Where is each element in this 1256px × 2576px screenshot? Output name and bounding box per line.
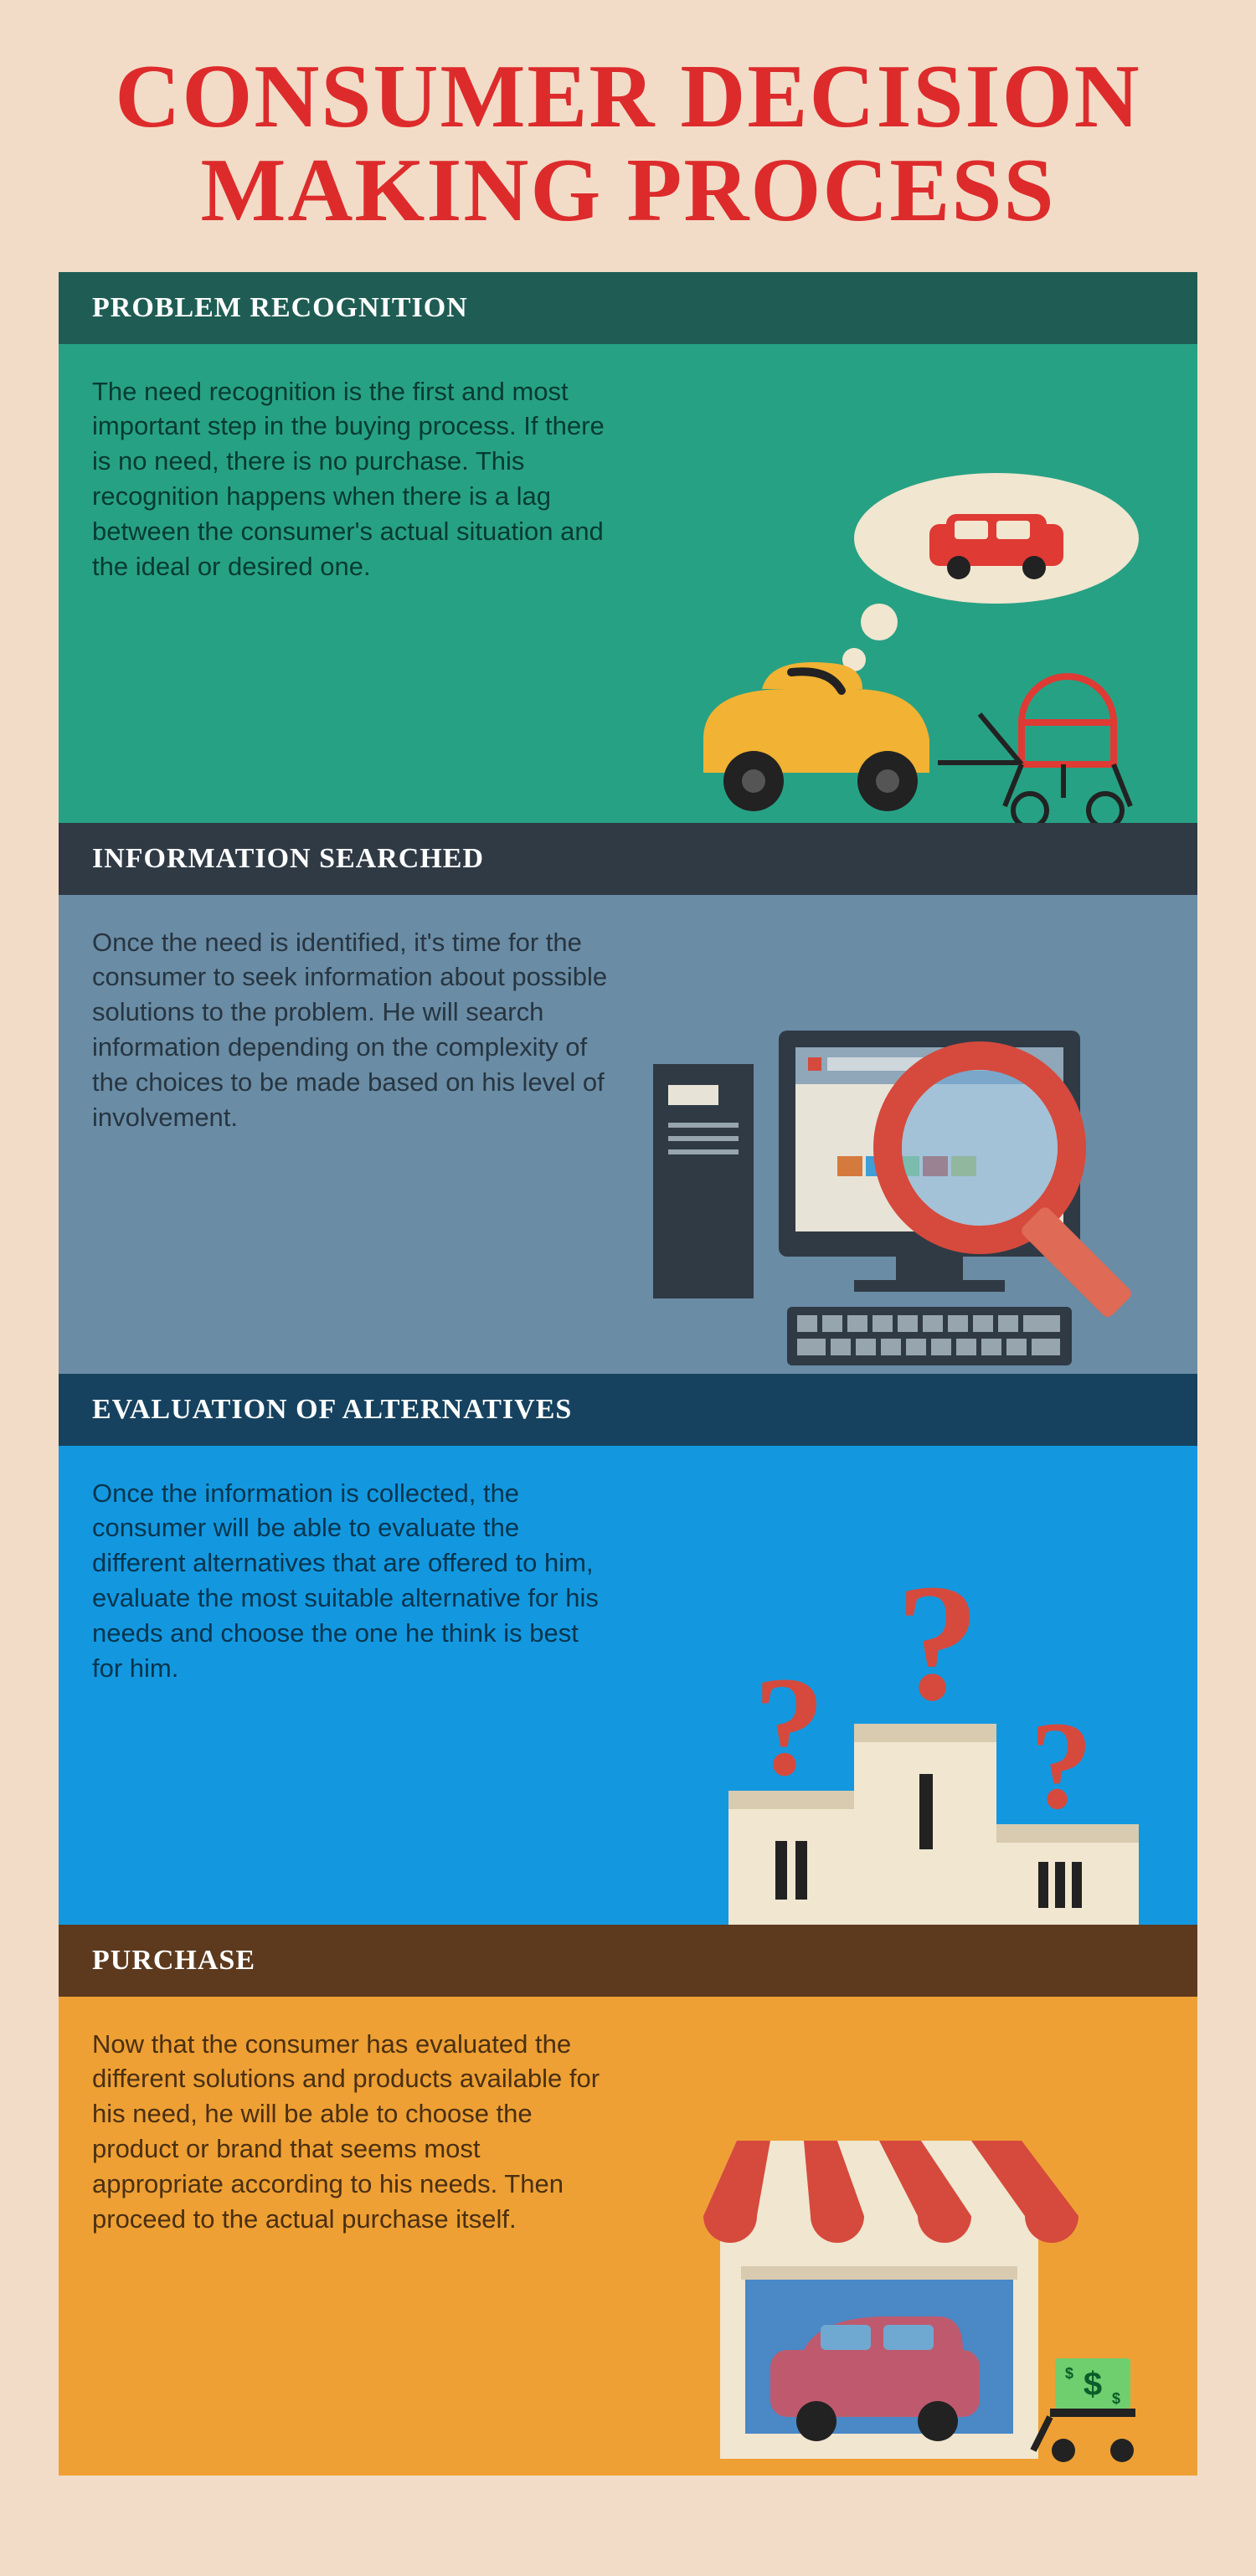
section-evaluation-of-alternatives: EVALUATION OF ALTERNATIVES Once the info… xyxy=(59,1374,1197,1925)
section-text: Now that the consumer has evaluated the … xyxy=(92,2027,611,2237)
section-information-searched: INFORMATION SEARCHED Once the need is id… xyxy=(59,823,1197,1374)
svg-text:$: $ xyxy=(1065,2365,1073,2382)
svg-text:?: ? xyxy=(754,1648,825,1805)
section-heading: EVALUATION OF ALTERNATIVES xyxy=(59,1374,1197,1446)
section-body: Once the information is collected, the c… xyxy=(59,1446,1197,1925)
section-heading: INFORMATION SEARCHED xyxy=(59,823,1197,895)
svg-text:$: $ xyxy=(1084,2366,1102,2403)
section-body: Now that the consumer has evaluated the … xyxy=(59,1997,1197,2476)
svg-text:?: ? xyxy=(896,1556,980,1735)
section-problem-recognition: PROBLEM RECOGNITION The need recognition… xyxy=(59,272,1197,823)
section-heading: PROBLEM RECOGNITION xyxy=(59,272,1197,344)
section-text: Once the need is identified, it's time f… xyxy=(92,925,611,1135)
section-body: Once the need is identified, it's time f… xyxy=(59,895,1197,1374)
car-dream-icon xyxy=(645,471,1164,823)
svg-text:?: ? xyxy=(1030,1696,1093,1835)
podium-question-icon: ? ? ? xyxy=(695,1556,1164,1925)
section-purchase: PURCHASE Now that the consumer has evalu… xyxy=(59,1925,1197,2476)
computer-search-icon xyxy=(645,989,1164,1374)
section-text: The need recognition is the first and mo… xyxy=(92,374,611,584)
svg-text:$: $ xyxy=(1112,2390,1120,2407)
page-title: CONSUMER DECISION MAKING PROCESS xyxy=(59,50,1197,239)
section-text: Once the information is collected, the c… xyxy=(92,1476,611,1686)
section-heading: PURCHASE xyxy=(59,1925,1197,1997)
section-body: The need recognition is the first and mo… xyxy=(59,344,1197,823)
storefront-icon: $ $ $ xyxy=(661,2090,1164,2476)
